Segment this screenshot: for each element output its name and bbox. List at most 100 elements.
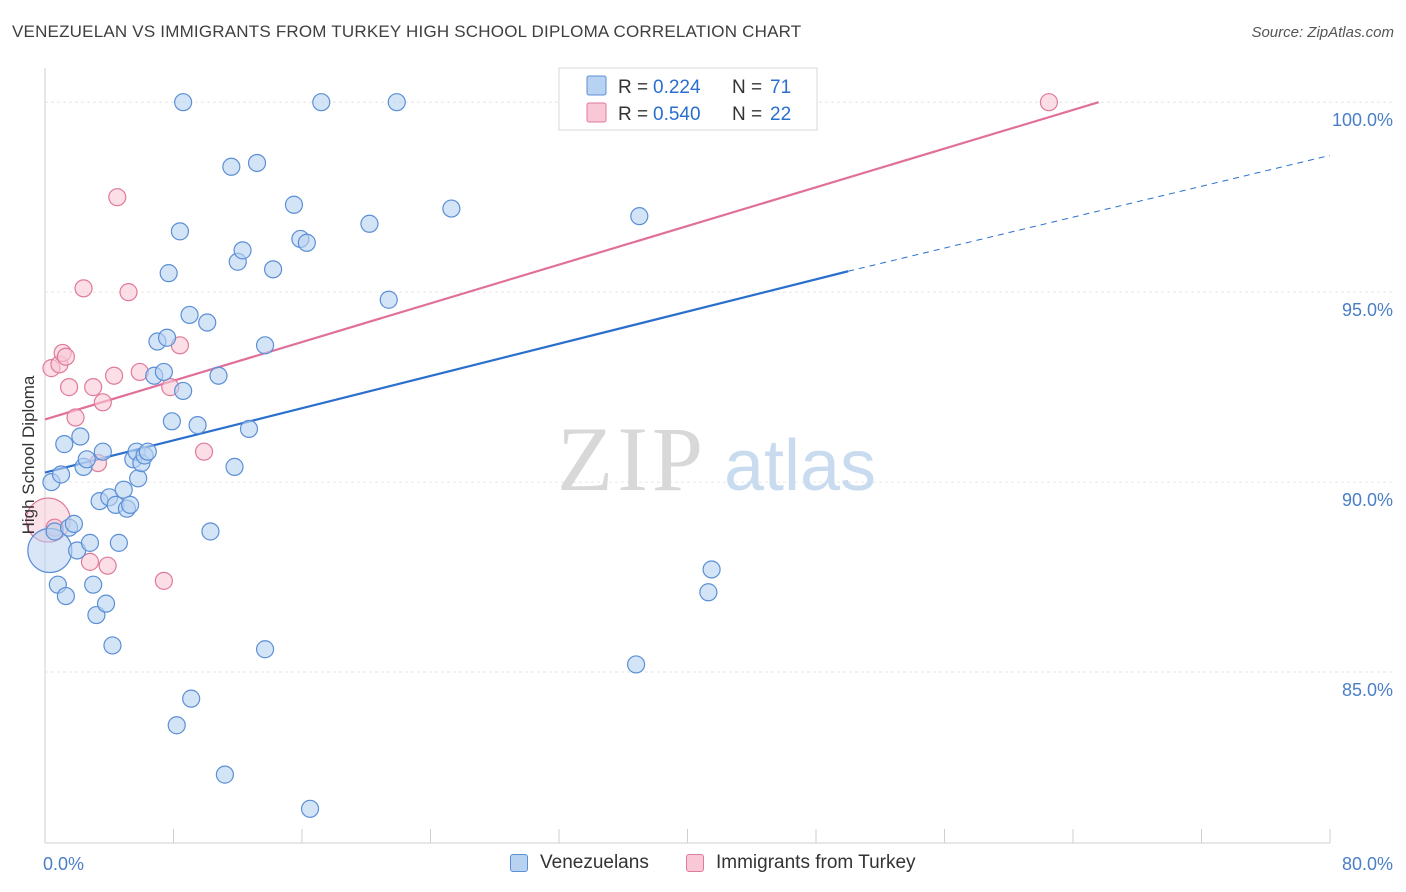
data-point-turkey [194,442,214,461]
data-point-turkey [84,378,103,397]
data-point-venezuelans [300,799,320,818]
legend-r-value-turkey: 0.540 [653,104,701,125]
grid-lines [45,101,1392,673]
data-point-venezuelans [263,260,283,279]
data-point-venezuelans [626,655,646,674]
legend-item-turkey[interactable]: Immigrants from Turkey [686,852,916,874]
legend-swatch-venezuelans [586,75,607,96]
data-point-venezuelans [201,522,220,541]
data-point-venezuelans [64,514,84,533]
data-point-turkey [1039,93,1059,112]
data-point-venezuelans [114,480,133,499]
legend-swatch-venezuelans [510,854,528,872]
data-point-venezuelans [84,575,103,594]
tick-labels: 100.0% 95.0% 90.0% 85.0% 0.0% 80.0% [43,110,1393,874]
chart-title: VENEZUELAN VS IMMIGRANTS FROM TURKEY HIG… [12,22,802,41]
legend-label-turkey: Immigrants from Turkey [716,852,916,873]
data-point-turkey [74,279,93,298]
legend-r-label-venezuelans: R = [618,77,648,98]
data-point-venezuelans [96,594,116,613]
data-point-venezuelans [188,416,207,435]
data-point-venezuelans [630,207,649,226]
data-point-venezuelans [77,450,96,469]
data-point-turkey [154,571,173,590]
legend-n-label-turkey: N = [732,104,762,125]
data-point-venezuelans [103,636,122,655]
trend-line-venezuelans [44,270,849,474]
data-point-turkey [80,552,100,571]
y-tick-label: 90.0% [1342,490,1393,510]
data-point-venezuelans [379,290,398,309]
data-point-venezuelans [387,93,406,112]
data-point-venezuelans [129,469,148,488]
data-point-venezuelans [284,195,304,214]
legend-swatch-turkey [586,102,607,123]
data-point-venezuelans [215,765,234,784]
data-point-venezuelans [174,93,193,112]
data-point-venezuelans [247,153,267,173]
data-point-venezuelans [442,199,461,218]
data-point-turkey [108,188,127,207]
data-point-venezuelans [209,366,228,385]
legend-n-label-venezuelans: N = [732,77,762,98]
data-point-turkey [98,556,117,575]
data-point-venezuelans [255,336,275,355]
data-point-venezuelans [222,157,241,176]
axes [44,68,1331,844]
watermark: ZIP atlas [557,408,876,510]
data-point-venezuelans [360,214,379,233]
legend-swatch-turkey [686,854,704,872]
data-point-venezuelans [180,305,199,325]
legend-r-label-turkey: R = [618,104,648,125]
series-legend: Venezuelans Immigrants from Turkey [0,852,1406,878]
watermark-atlas: atlas [724,426,876,506]
source-credit: Source: ZipAtlas.com [1251,24,1394,41]
data-point-venezuelans [312,93,331,112]
trend-line-turkey [44,101,1100,421]
y-tick-label: 95.0% [1342,300,1393,320]
data-point-venezuelans [159,264,178,283]
data-point-turkey [104,366,124,385]
data-point-turkey [66,408,85,427]
data-point-venezuelans [255,640,275,659]
data-point-venezuelans [157,328,177,347]
data-point-venezuelans [162,412,181,431]
legend-r-value-venezuelans: 0.224 [653,77,701,98]
stats-legend: R = 0.224 N = 71 R = 0.540 N = 22 [558,67,818,131]
data-point-venezuelans [170,222,190,241]
data-point-venezuelans [55,435,74,454]
data-point-venezuelans [233,241,252,260]
data-point-venezuelans [80,533,100,552]
data-point-venezuelans [71,427,90,446]
data-point-venezuelans [182,689,201,708]
x-tick-label: 80.0% [1342,854,1393,874]
trend-lines [44,101,1331,474]
data-points [25,93,1059,818]
data-point-venezuelans [109,533,128,552]
data-point-venezuelans [154,362,173,382]
data-point-venezuelans [225,457,244,476]
data-point-venezuelans [198,313,217,332]
x-tick-label: 0.0% [43,854,84,874]
legend-item-venezuelans[interactable]: Venezuelans [510,852,649,874]
data-point-turkey [56,347,75,366]
legend-n-value-venezuelans: 71 [770,77,791,98]
data-point-venezuelans [51,465,71,484]
watermark-zip: ZIP [557,408,707,510]
data-point-venezuelans [167,716,186,735]
data-point-turkey [59,378,79,397]
data-point-venezuelans [93,442,112,461]
data-point-venezuelans [702,560,721,579]
legend-label-venezuelans: Venezuelans [540,852,649,873]
data-point-turkey [93,393,112,412]
data-point-turkey [119,283,138,302]
data-point-venezuelans [699,583,718,602]
data-point-venezuelans [138,442,157,461]
data-point-venezuelans [239,419,259,439]
data-point-venezuelans [56,586,75,606]
y-tick-label: 85.0% [1342,680,1393,700]
data-point-venezuelans [174,381,193,401]
data-point-venezuelans [297,233,316,252]
data-point-venezuelans [121,495,140,514]
